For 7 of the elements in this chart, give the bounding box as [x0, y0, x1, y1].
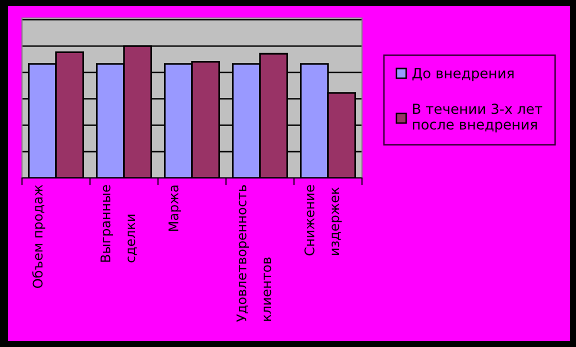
x-tick-label: Объем продаж [32, 184, 46, 288]
legend-label: В течении 3-х лет после внедрения [412, 104, 542, 132]
legend-label: До внедрения [412, 68, 514, 82]
x-tick-label: Удовлетворенность клиентов [236, 185, 272, 322]
category-label: Снижение издержек [304, 185, 342, 256]
x-tick-label: Выгранные сделки [100, 185, 137, 262]
x-tick-label: Маржа [168, 186, 181, 231]
